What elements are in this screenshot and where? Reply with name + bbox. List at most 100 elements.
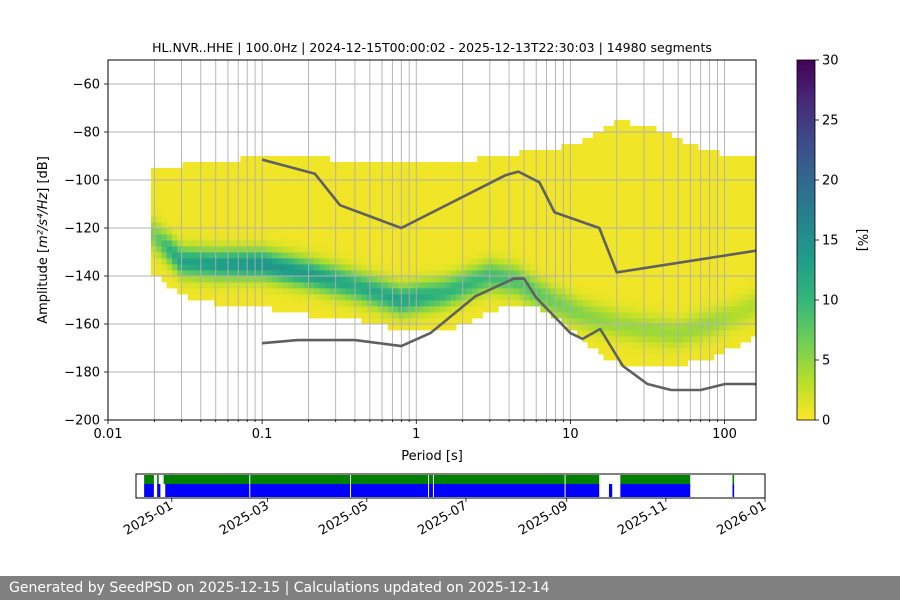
heatmap-cell [350, 174, 357, 181]
heatmap-cell [661, 132, 667, 139]
heatmap-cell [314, 204, 320, 211]
heatmap-cell [403, 240, 410, 247]
heatmap-cell [608, 132, 615, 139]
heatmap-cell [529, 270, 536, 277]
availability-tick-label: 2025-03 [217, 498, 272, 538]
heatmap-cell [477, 204, 483, 211]
heatmap-cell [650, 306, 657, 313]
heatmap-cell [414, 252, 420, 259]
heatmap-cell [471, 222, 478, 229]
heatmap-cell [724, 204, 731, 211]
heatmap-cell [608, 354, 615, 361]
heatmap-cell [245, 216, 252, 223]
heatmap-cell [350, 270, 357, 277]
colorbar-tick-label: 15 [822, 234, 839, 249]
heatmap-cell [540, 270, 546, 277]
y-tick-label: −200 [64, 414, 100, 429]
heatmap-cell [487, 186, 494, 193]
heatmap-cell [545, 174, 552, 181]
heatmap-cell [314, 312, 320, 319]
heatmap-cell [577, 174, 583, 181]
heatmap-cell [466, 240, 473, 247]
heatmap-cell [640, 240, 646, 247]
heatmap-cell [545, 270, 552, 277]
heatmap-cell [666, 276, 673, 283]
heatmap-cell [634, 264, 641, 271]
heatmap-cell [403, 300, 410, 307]
heatmap-cell [592, 210, 599, 217]
heatmap-cell [166, 240, 173, 247]
heatmap-cell [193, 252, 199, 259]
heatmap-cell [156, 258, 162, 265]
heatmap-cell [414, 174, 420, 181]
heatmap-cell [550, 276, 557, 283]
heatmap-cell [435, 258, 441, 265]
heatmap-cell [314, 252, 320, 259]
heatmap-cell [382, 264, 389, 271]
heatmap-cell [408, 192, 415, 199]
heatmap-cell [419, 234, 425, 241]
heatmap-cell [371, 318, 378, 325]
heatmap-cell [629, 240, 636, 247]
heatmap-cell [408, 264, 415, 271]
heatmap-cell [487, 246, 494, 253]
heatmap-cell [319, 252, 325, 259]
y-tick-label: −120 [64, 222, 100, 237]
heatmap-cell [466, 204, 473, 211]
heatmap-cell [708, 294, 715, 301]
heatmap-cell [677, 222, 683, 229]
heatmap-cell [450, 246, 457, 253]
heatmap-cell [513, 192, 520, 199]
heatmap-cell [629, 186, 636, 193]
heatmap-cell [172, 228, 178, 235]
heatmap-cell [724, 330, 731, 337]
heatmap-cell [208, 234, 215, 241]
heatmap-cell [429, 234, 436, 241]
heatmap-cell [671, 150, 678, 157]
heatmap-cell [329, 240, 336, 247]
heatmap-cell [540, 282, 546, 289]
heatmap-cell [582, 234, 589, 241]
heatmap-cell [677, 312, 683, 319]
heatmap-cell [592, 156, 599, 163]
heatmap-cell [734, 180, 741, 187]
heatmap-cell [640, 222, 646, 229]
heatmap-cell [266, 210, 273, 217]
heatmap-cell [677, 246, 683, 253]
heatmap-cell [729, 318, 736, 325]
heatmap-cell [619, 246, 625, 253]
heatmap-cell [219, 198, 226, 205]
heatmap-cell [561, 294, 567, 301]
heatmap-cell [740, 312, 746, 319]
heatmap-cell [298, 162, 304, 169]
heatmap-cell [535, 288, 541, 295]
heatmap-cell [619, 120, 625, 127]
heatmap-cell [708, 276, 715, 283]
heatmap-cell [182, 192, 189, 199]
heatmap-cell [456, 222, 462, 229]
heatmap-cell [324, 264, 331, 271]
heatmap-cell [419, 324, 425, 331]
heatmap-cell [150, 258, 157, 265]
heatmap-cell [382, 270, 389, 277]
heatmap-cell [408, 300, 415, 307]
heatmap-cell [656, 300, 662, 307]
heatmap-cell [624, 156, 631, 163]
heatmap-cell [656, 180, 662, 187]
heatmap-cell [640, 144, 646, 151]
heatmap-cell [361, 240, 368, 247]
heatmap-cell [429, 264, 436, 271]
heatmap-cell [345, 240, 352, 247]
heatmap-cell [592, 294, 599, 301]
heatmap-cell [461, 198, 468, 205]
heatmap-cell [440, 180, 446, 187]
heatmap-cell [640, 186, 646, 193]
heatmap-cell [492, 306, 499, 313]
heatmap-cell [677, 210, 683, 217]
heatmap-cell [750, 240, 756, 247]
heatmap-cell [240, 288, 247, 295]
heatmap-cell [724, 258, 731, 265]
heatmap-cell [540, 174, 546, 181]
heatmap-cell [640, 270, 646, 277]
heatmap-cell [566, 174, 573, 181]
